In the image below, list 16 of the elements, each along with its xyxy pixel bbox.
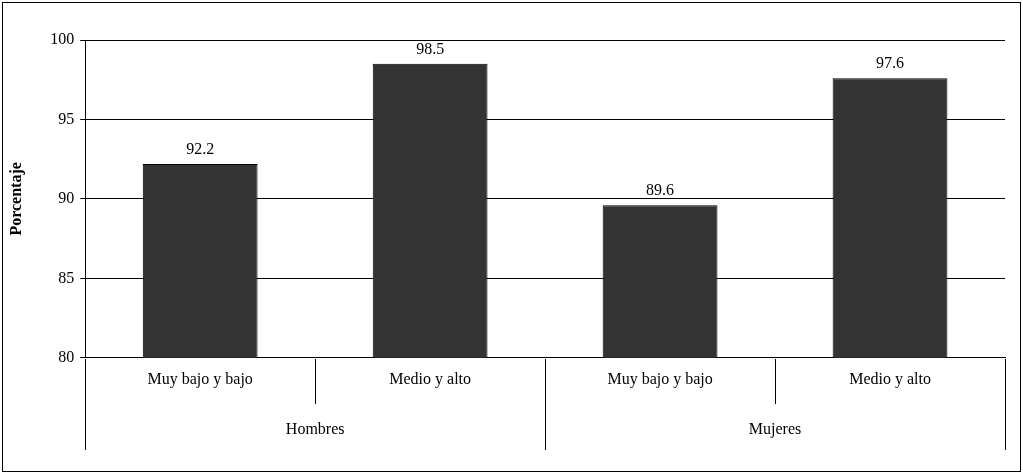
y-tick-label: 95: [58, 109, 75, 127]
text: Mujeres: [748, 420, 802, 438]
x-tick-label: Medio y alto: [849, 369, 931, 388]
x-tick-label: Medio y alto: [389, 369, 472, 388]
y-tick-label: 80: [58, 348, 75, 365]
y-axis-title: Porcentaje: [6, 162, 25, 236]
y-tick-label: 100: [50, 30, 75, 48]
text: Hombres: [285, 420, 345, 437]
x-tick-label: Muy bajo y bajo: [147, 369, 253, 388]
data-label: 97.6: [876, 54, 905, 72]
data-label: 89.6: [646, 181, 675, 199]
x-tick-label: Muy bajo y bajo: [607, 369, 713, 388]
y-tick-label: 85: [58, 268, 75, 286]
y-tick-label: 90: [58, 189, 75, 207]
data-label: 92.2: [186, 140, 215, 158]
data-label: 98.5: [416, 40, 445, 58]
